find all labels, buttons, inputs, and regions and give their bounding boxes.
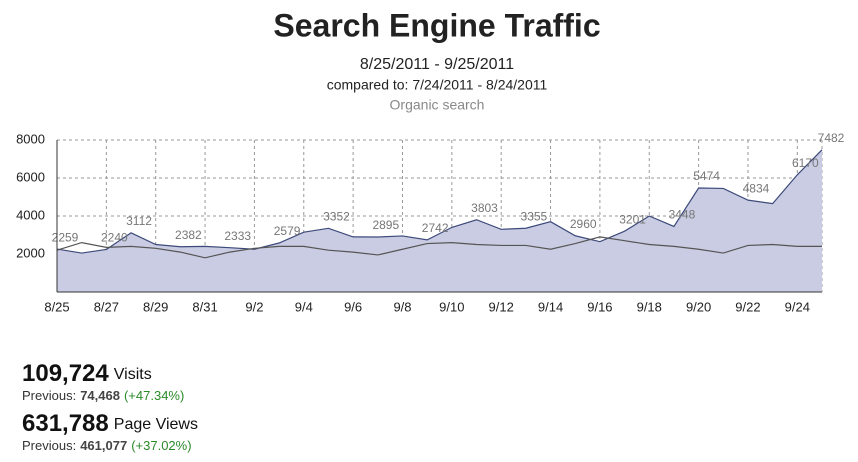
- data-label: 2259: [52, 230, 79, 244]
- x-tick-label: 8/25: [44, 299, 69, 314]
- x-tick-label: 9/4: [295, 299, 313, 314]
- stat-previous: Previous: 461,077 (+37.02%): [22, 438, 192, 453]
- chart-title: Search Engine Traffic: [273, 7, 600, 43]
- y-tick-label: 6000: [16, 169, 45, 184]
- y-tick-label: 8000: [16, 131, 45, 146]
- x-tick-label: 9/22: [735, 299, 760, 314]
- stat-previous: Previous: 74,468 (+47.34%): [22, 388, 184, 403]
- data-label: 3352: [323, 209, 350, 223]
- line: [56, 236, 822, 259]
- data-label: 2742: [422, 221, 449, 235]
- change: (+47.34%): [124, 388, 184, 403]
- segment: Organic search: [390, 97, 485, 113]
- y-tick-label: 4000: [16, 207, 45, 222]
- data-label: 5474: [693, 169, 720, 183]
- x-tick-label: 9/16: [587, 299, 612, 314]
- y-tick-label: 2000: [16, 245, 45, 260]
- data-label: 2895: [372, 218, 399, 232]
- previous-label: Previous:: [22, 438, 76, 453]
- data-label: 2240: [101, 231, 128, 245]
- change: (+37.02%): [131, 438, 191, 453]
- x-tick-label: 8/27: [94, 299, 119, 314]
- previous-value: 74,468: [80, 388, 120, 403]
- x-tick-label: 9/20: [686, 299, 711, 314]
- x-tick-label: 9/10: [439, 299, 464, 314]
- data-label: 2960: [570, 217, 597, 231]
- x-tick-label: 9/6: [344, 299, 362, 314]
- previous-label: Previous:: [22, 388, 76, 403]
- stat-value: 631,788: [22, 410, 109, 437]
- x-tick-label: 8/31: [192, 299, 217, 314]
- stat-label: Visits: [114, 366, 152, 383]
- data-label: 3448: [669, 208, 696, 222]
- line: [56, 149, 823, 254]
- date-range: 8/25/2011 - 9/25/2011: [360, 56, 514, 73]
- data-label: 2333: [224, 229, 251, 243]
- x-tick-label: 9/8: [393, 299, 411, 314]
- data-label: 3201: [619, 212, 646, 226]
- data-label: 2579: [274, 224, 301, 238]
- x-tick-label: 8/29: [143, 299, 168, 314]
- data-label: 4834: [743, 181, 770, 195]
- stat: 631,788 Page Views: [22, 410, 198, 437]
- data-label: 7482: [818, 131, 845, 145]
- data-label: 6170: [792, 156, 819, 170]
- x-tick-label: 9/14: [538, 299, 563, 314]
- stat-value: 109,724: [22, 360, 109, 387]
- x-tick-label: 9/24: [785, 299, 810, 314]
- x-tick-label: 9/18: [637, 299, 662, 314]
- data-label: 3112: [126, 214, 152, 228]
- data-label: 3803: [471, 201, 498, 215]
- area: [57, 149, 822, 292]
- previous-value: 461,077: [80, 438, 127, 453]
- data-label: 2382: [175, 228, 202, 242]
- comparison-range: compared to: 7/24/2011 - 8/24/2011: [327, 77, 548, 93]
- x-tick-label: 9/2: [245, 299, 263, 314]
- data-label: 3355: [521, 209, 548, 223]
- stat-label: Page Views: [114, 416, 198, 433]
- stat: 109,724 Visits: [22, 360, 152, 387]
- x-tick-label: 9/12: [489, 299, 514, 314]
